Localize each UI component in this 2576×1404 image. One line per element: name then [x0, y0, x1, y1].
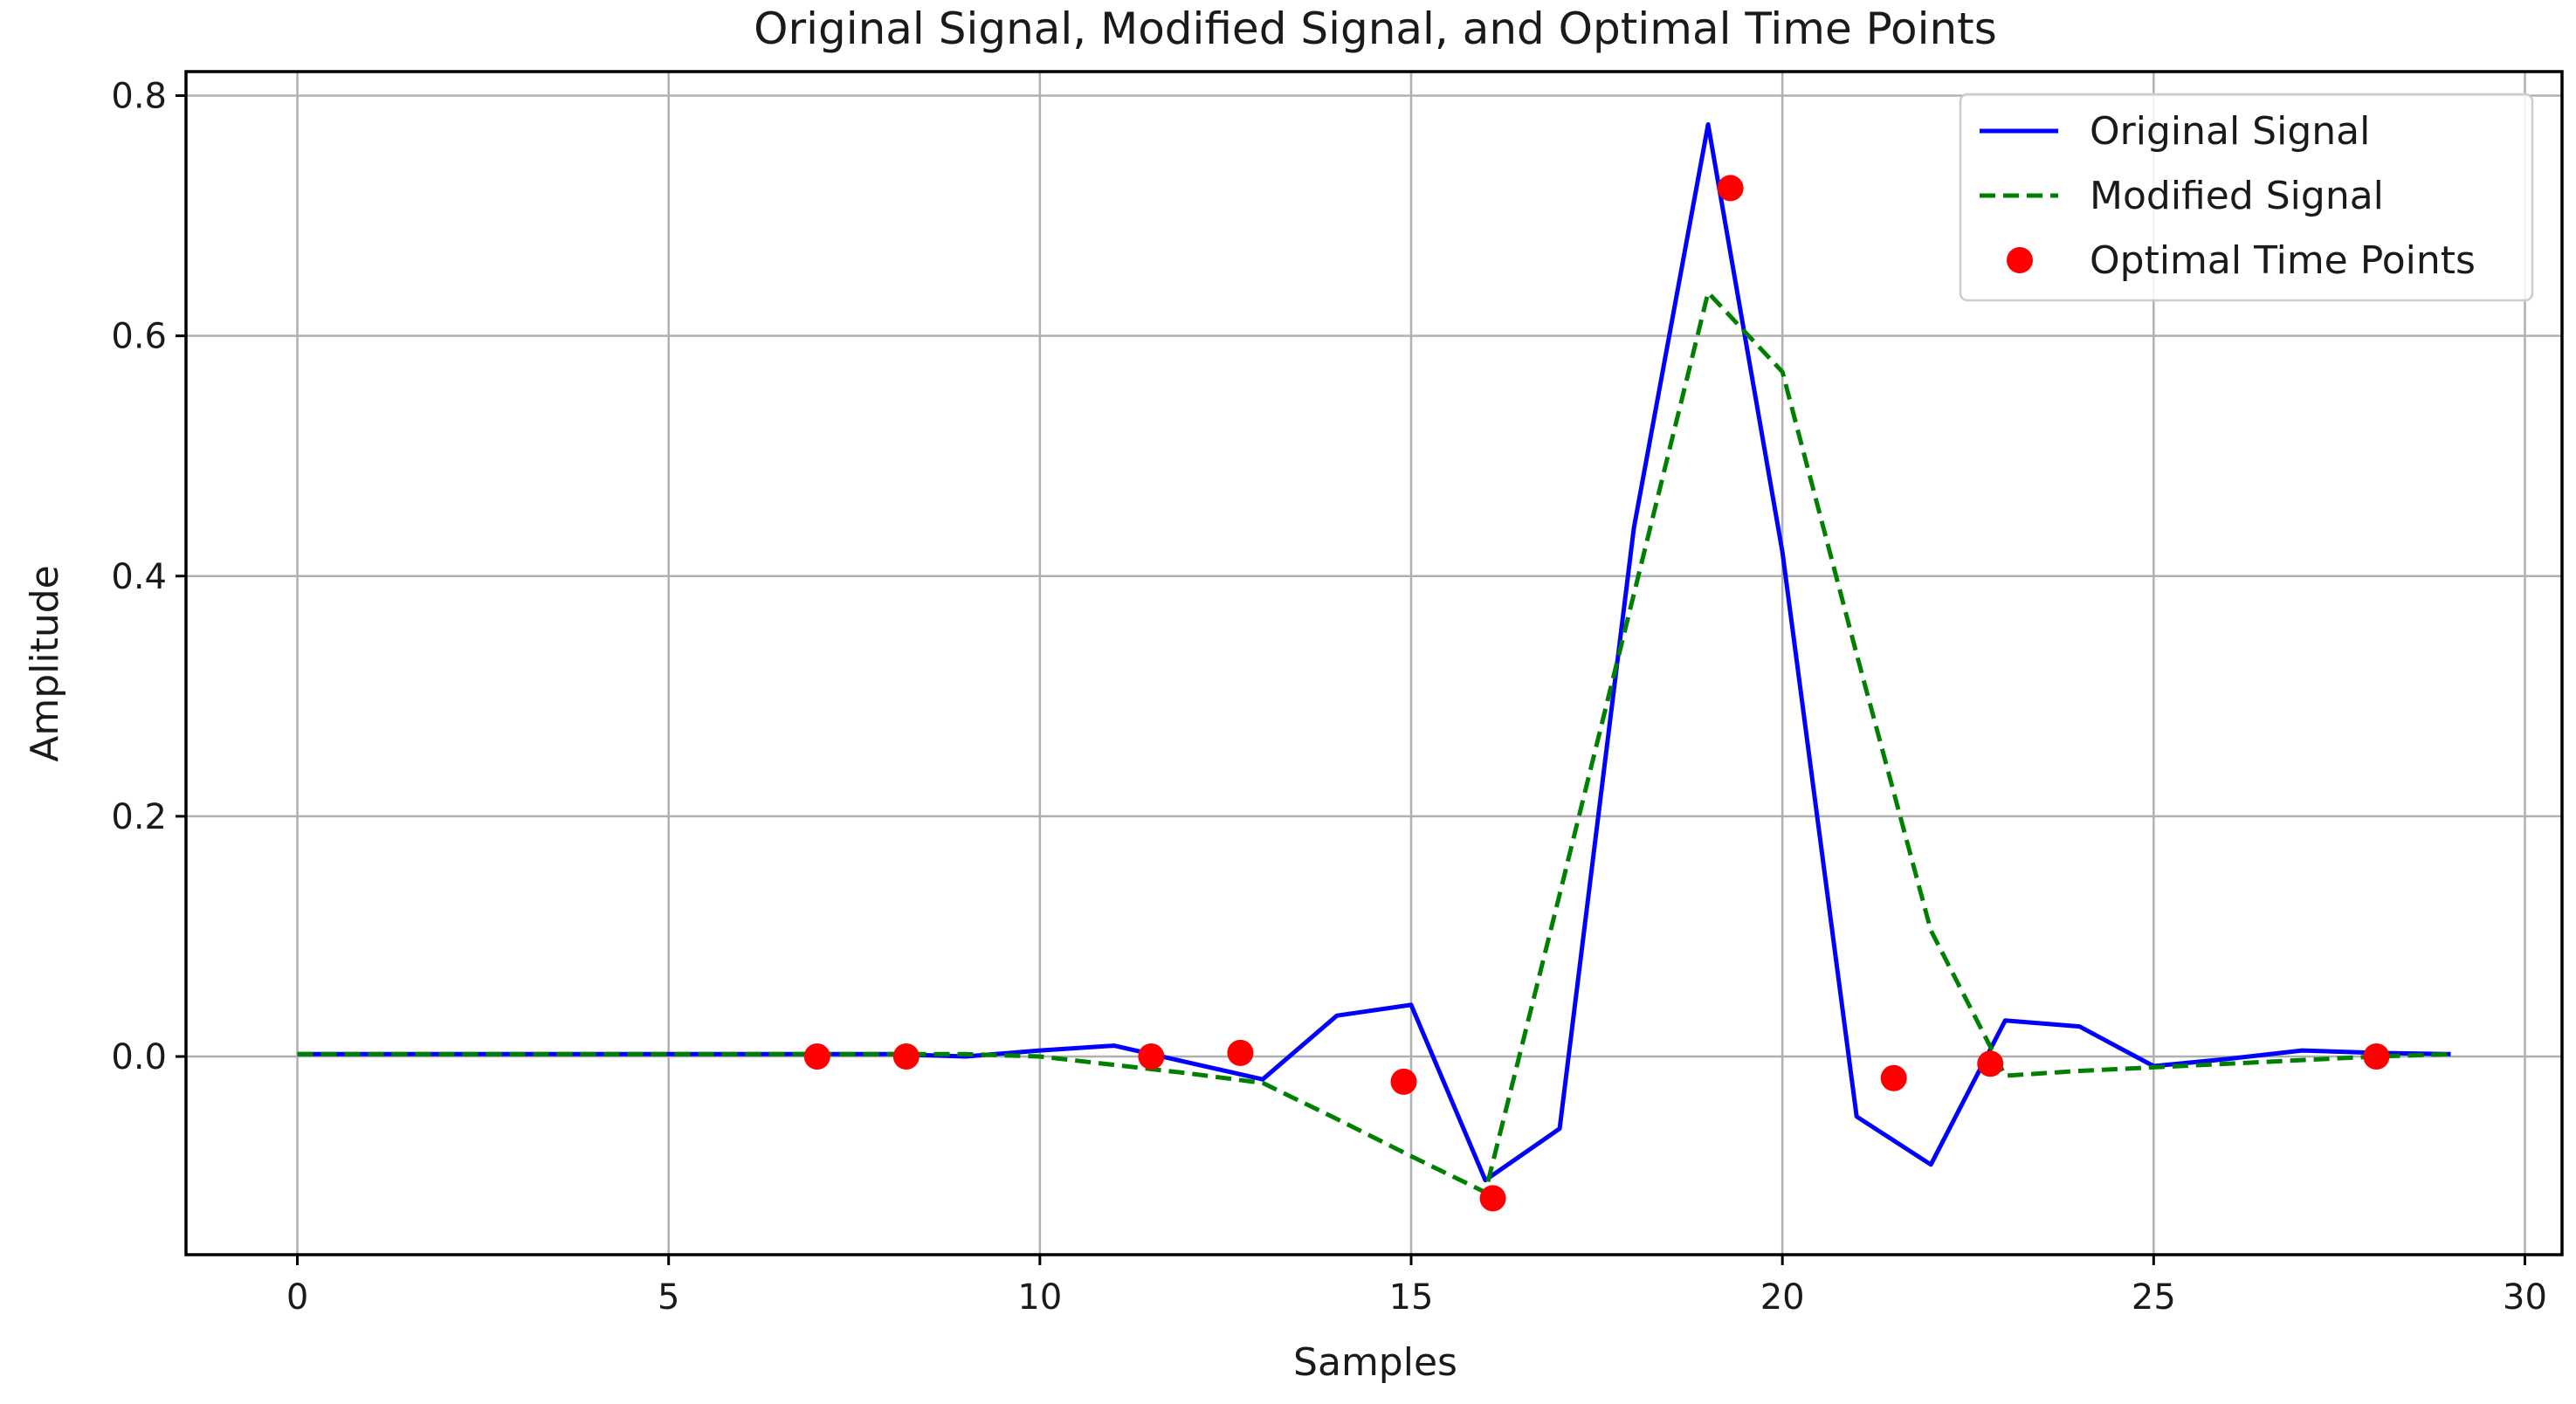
- x-tick-label: 20: [1760, 1277, 1805, 1318]
- x-tick-label: 0: [286, 1277, 308, 1318]
- series-layer: [297, 122, 2451, 1212]
- y-tick-label: 0.0: [111, 1037, 167, 1077]
- optimal-time-point: [2363, 1043, 2390, 1070]
- chart-title: Original Signal, Modified Signal, and Op…: [754, 3, 1997, 54]
- optimal-time-point: [1390, 1068, 1417, 1095]
- modified-signal-line: [297, 290, 2451, 1194]
- x-tick-label: 25: [2132, 1277, 2176, 1318]
- y-tick-label: 0.8: [111, 77, 167, 117]
- legend-box: [1959, 93, 2534, 302]
- legend-label-original-signal: Original Signal: [2090, 109, 2370, 154]
- x-tick-label: 15: [1389, 1277, 1434, 1318]
- x-tick-label: 30: [2503, 1277, 2547, 1318]
- optimal-time-point: [1717, 175, 1744, 202]
- optimal-time-point: [892, 1043, 920, 1070]
- y-tick-label: 0.6: [111, 317, 167, 357]
- legend-label-optimal-time-points: Optimal Time Points: [2090, 238, 2476, 283]
- y-axis-label: Amplitude: [23, 565, 67, 761]
- optimal-time-point: [1138, 1043, 1165, 1070]
- y-tick-label: 0.2: [111, 797, 167, 837]
- optimal-time-point: [1479, 1185, 1506, 1212]
- x-tick-label: 5: [658, 1277, 679, 1318]
- x-axis-label: Samples: [1293, 1340, 1457, 1385]
- y-tick-label: 0.4: [111, 557, 167, 597]
- optimal-time-point: [1977, 1050, 2004, 1077]
- legend-marker-optimal-time-points: [2007, 247, 2033, 273]
- optimal-time-point: [803, 1043, 830, 1070]
- optimal-time-point: [1880, 1064, 1907, 1091]
- optimal-time-point: [1227, 1039, 1254, 1066]
- plot-frame: [184, 70, 2564, 1256]
- ticks: 0 5 10 15 20 25 30 0.0 0.2 0.4 0.6 0.8: [111, 77, 2547, 1318]
- legend-label-modified-signal: Modified Signal: [2090, 174, 2384, 218]
- x-tick-label: 10: [1017, 1277, 1062, 1318]
- legend: Original Signal Modified Signal Optimal Ti…: [1959, 93, 2534, 302]
